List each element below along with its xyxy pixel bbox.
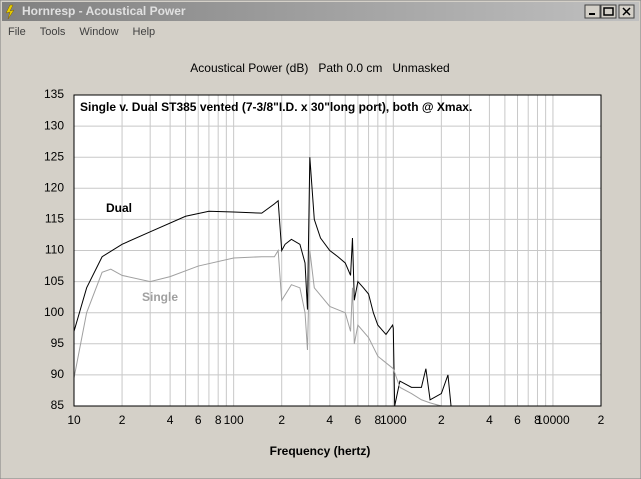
x-tick-label: 4 (167, 413, 174, 427)
menu-item[interactable]: Window (79, 26, 118, 38)
x-axis-label: Frequency (hertz) (270, 444, 371, 458)
close-button[interactable] (618, 4, 635, 19)
y-tick-label: 90 (51, 367, 65, 381)
x-tick-label: 6 (355, 413, 362, 427)
x-tick-label: 2 (438, 413, 445, 427)
x-tick-label: 2 (598, 413, 605, 427)
x-tick-label: 10000 (536, 413, 570, 427)
chart-title: Acoustical Power (dB) Path 0.0 cm Unmask… (190, 61, 449, 75)
y-tick-label: 135 (44, 87, 64, 101)
plot-subtitle: Single v. Dual ST385 vented (7-3/8"I.D. … (80, 100, 472, 114)
minimize-button[interactable] (584, 4, 601, 19)
series-line (73, 248, 442, 407)
y-tick-label: 125 (44, 149, 64, 163)
app-icon (5, 4, 15, 20)
x-tick-label: 4 (486, 413, 493, 427)
x-tick-label: 6 (195, 413, 202, 427)
y-tick-label: 105 (44, 274, 64, 288)
y-tick-label: 95 (51, 336, 65, 350)
x-tick-label: 10 (67, 413, 81, 427)
x-tick-label: 8 (534, 413, 541, 427)
y-tick-label: 85 (51, 398, 65, 412)
x-tick-label: 100 (224, 413, 244, 427)
x-tick-label: 8 (374, 413, 381, 427)
x-tick-label: 4 (326, 413, 333, 427)
menu-item[interactable]: Tools (40, 26, 66, 38)
y-tick-label: 115 (45, 212, 64, 226)
plot-border (73, 94, 602, 407)
title-bar (2, 2, 639, 21)
y-tick-label: 130 (44, 118, 64, 132)
menu-item[interactable]: Help (133, 26, 156, 38)
menu-bar: File Tools Window Help (8, 26, 155, 38)
y-tick-label: 110 (45, 243, 64, 257)
x-tick-label: 2 (278, 413, 285, 427)
y-tick-label: 120 (44, 180, 64, 194)
y-tick-label: 100 (44, 305, 64, 319)
annotation: Single (142, 290, 178, 304)
x-tick-label: 2 (119, 413, 126, 427)
annotation: Dual (106, 201, 132, 215)
x-tick-label: 6 (514, 413, 521, 427)
x-tick-label: 1000 (380, 413, 407, 427)
window-title: Hornresp - Acoustical Power (22, 4, 186, 18)
series-line (73, 157, 452, 407)
menu-item[interactable]: File (8, 26, 26, 38)
maximize-button[interactable] (600, 4, 617, 19)
x-tick-label: 8 (215, 413, 222, 427)
